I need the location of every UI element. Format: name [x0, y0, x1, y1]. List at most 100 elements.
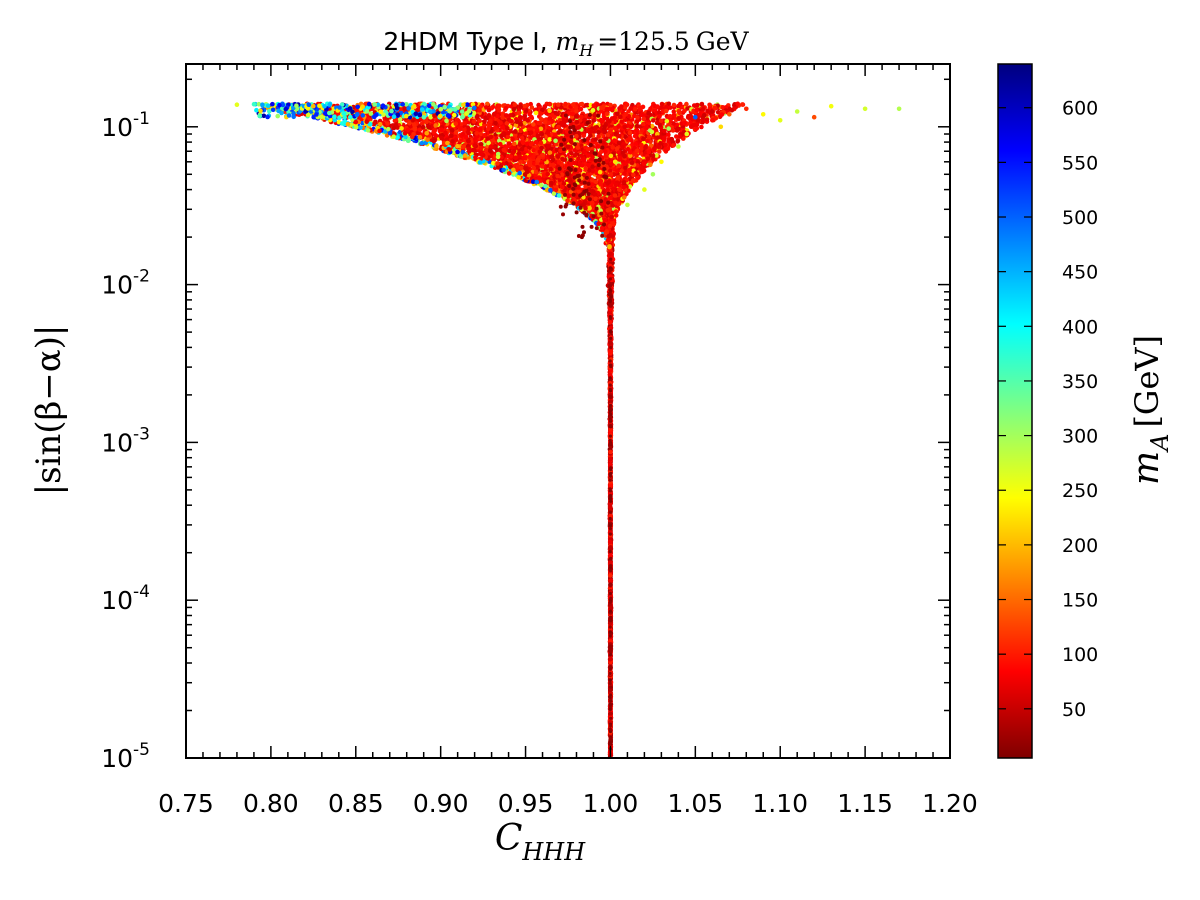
data-point	[608, 387, 612, 392]
data-point	[608, 449, 613, 455]
data-point	[707, 102, 712, 108]
data-point	[609, 424, 613, 428]
data-point	[608, 644, 613, 649]
data-point	[607, 291, 612, 297]
data-point	[609, 716, 613, 720]
data-point	[608, 478, 612, 482]
data-point	[608, 609, 613, 613]
data-point	[505, 134, 511, 140]
data-point	[704, 117, 710, 122]
data-point	[609, 616, 613, 620]
scatter-points	[234, 101, 902, 758]
data-point	[607, 372, 613, 377]
data-point	[397, 129, 403, 135]
data-point	[674, 134, 679, 139]
data-point	[608, 625, 612, 629]
data-point	[608, 516, 612, 521]
data-point	[608, 546, 613, 551]
data-point	[608, 456, 613, 462]
data-point	[608, 438, 612, 442]
data-point	[609, 699, 613, 703]
data-point	[609, 556, 613, 560]
data-point	[608, 678, 612, 682]
data-point	[608, 634, 612, 638]
data-point	[608, 591, 613, 596]
data-point	[609, 257, 613, 261]
data-point	[607, 504, 613, 510]
data-point	[607, 320, 613, 325]
data-point	[609, 737, 613, 741]
data-point	[609, 569, 613, 573]
data-point	[671, 102, 677, 108]
data-point	[608, 266, 613, 270]
data-point	[608, 359, 612, 363]
data-point	[608, 483, 614, 489]
data-point	[608, 605, 614, 611]
data-point	[522, 113, 528, 119]
data-point	[608, 527, 613, 531]
data-point	[360, 120, 365, 126]
data-point	[608, 434, 613, 438]
data-point	[666, 132, 671, 137]
data-point	[608, 493, 613, 498]
data-point	[607, 349, 613, 355]
data-point	[607, 539, 613, 545]
data-point	[608, 442, 613, 446]
data-point	[608, 298, 612, 302]
data-point	[608, 487, 612, 491]
data-point	[486, 107, 492, 113]
data-point	[608, 288, 612, 292]
data-point	[608, 711, 613, 717]
data-point	[608, 513, 613, 518]
data-point	[608, 582, 613, 587]
data-point	[485, 101, 490, 107]
data-point	[609, 474, 613, 478]
data-point	[609, 295, 613, 299]
data-point	[608, 740, 613, 744]
data-point	[608, 376, 612, 380]
data-point	[608, 600, 612, 604]
data-point	[609, 499, 613, 503]
data-point	[609, 596, 613, 600]
data-point	[609, 510, 613, 514]
data-point	[608, 363, 613, 367]
data-point	[607, 560, 613, 565]
data-point	[608, 552, 613, 558]
data-point	[608, 383, 612, 387]
data-point	[671, 109, 677, 114]
data-point	[609, 619, 613, 623]
data-point	[419, 121, 425, 126]
data-point	[609, 564, 613, 568]
data-point	[608, 578, 614, 583]
data-point	[608, 573, 613, 578]
data-point	[608, 653, 612, 657]
data-point	[529, 105, 535, 110]
data-point	[608, 418, 613, 422]
data-point	[608, 667, 612, 671]
data-point	[608, 550, 612, 554]
data-point	[607, 283, 613, 289]
data-point	[483, 105, 489, 110]
data-point	[609, 524, 613, 528]
data-point	[439, 135, 444, 141]
data-point	[675, 139, 680, 144]
data-point	[405, 138, 411, 144]
data-point	[608, 407, 613, 411]
data-point	[609, 471, 613, 475]
data-point	[608, 695, 612, 700]
data-point	[608, 427, 613, 432]
data-point	[608, 411, 612, 415]
data-point	[608, 742, 613, 747]
data-point	[608, 394, 613, 400]
data-point	[609, 685, 613, 689]
data-point	[608, 532, 613, 536]
data-point	[608, 303, 613, 308]
data-point	[608, 497, 613, 501]
data-point	[609, 336, 613, 340]
data-point	[608, 703, 613, 707]
data-point	[609, 346, 613, 350]
data-point	[608, 340, 613, 345]
data-point	[608, 681, 612, 686]
chart-title: 2HDM Type I, mH =125.5 GeV	[383, 27, 749, 60]
